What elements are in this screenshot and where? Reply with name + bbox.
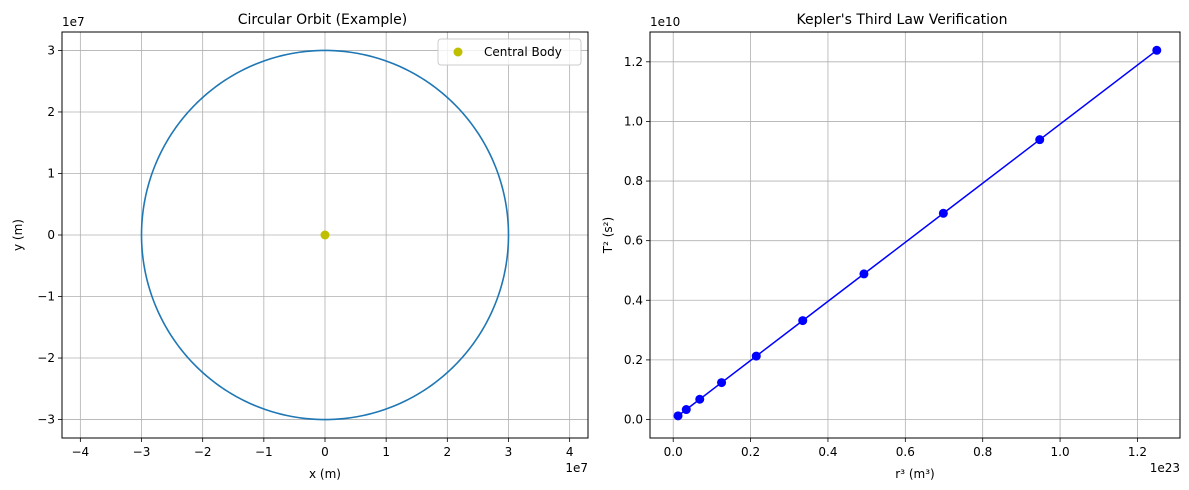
- orbit-legend-box: [437, 38, 582, 66]
- kepler-data-point: [751, 351, 761, 361]
- orbit-x-tick-label: 3: [505, 445, 513, 459]
- orbit-y-tick-label: −1: [37, 290, 55, 304]
- orbit-legend: Central Body: [437, 38, 582, 66]
- orbit-x-tick-label: −1: [255, 445, 273, 459]
- orbit-x-axis-label: x (m): [309, 467, 341, 481]
- kepler-chart-title: Kepler's Third Law Verification: [797, 12, 1008, 28]
- central-body-point: [320, 230, 330, 240]
- orbit-y-ticks: −3 −2 −1 0 1 2 3: [37, 43, 62, 427]
- kepler-x-tick-label: 0.2: [741, 445, 760, 459]
- kepler-data-point: [673, 411, 683, 421]
- orbit-legend-label: Central Body: [484, 45, 562, 59]
- kepler-grid: [650, 32, 1180, 438]
- kepler-data-point: [717, 378, 727, 388]
- kepler-x-ticks: 0.0 0.2 0.4 0.6 0.8 1.0 1.2: [664, 438, 1147, 459]
- orbit-x-offset-text: 1e7: [565, 461, 588, 475]
- kepler-data-point: [695, 394, 705, 404]
- orbit-y-tick-label: 2: [47, 105, 55, 119]
- orbit-x-tick-label: 4: [566, 445, 574, 459]
- orbit-x-tick-label: 2: [444, 445, 452, 459]
- kepler-chart: Kepler's Third Law Verification 0.0 0.2 0.…: [601, 12, 1181, 481]
- kepler-y-tick-label: 0.4: [624, 293, 643, 307]
- kepler-y-tick-label: 0.0: [624, 413, 643, 427]
- orbit-y-tick-label: 1: [47, 166, 55, 180]
- kepler-y-tick-label: 1.0: [624, 114, 643, 128]
- orbit-series: [140, 49, 510, 421]
- kepler-y-tick-label: 1.2: [624, 55, 643, 69]
- kepler-y-tick-label: 0.8: [624, 174, 643, 188]
- orbit-y-tick-label: −3: [37, 413, 55, 427]
- kepler-x-tick-label: 1.0: [1051, 445, 1070, 459]
- kepler-series: [673, 45, 1162, 421]
- kepler-data-point: [681, 405, 691, 415]
- orbit-y-axis-label: y (m): [11, 219, 25, 251]
- orbit-y-offset-text: 1e7: [62, 15, 85, 29]
- orbit-x-tick-label: 1: [382, 445, 390, 459]
- orbit-x-tick-label: −4: [71, 445, 89, 459]
- kepler-data-point: [859, 269, 869, 279]
- orbit-x-tick-label: −3: [133, 445, 151, 459]
- kepler-y-tick-label: 0.2: [624, 353, 643, 367]
- kepler-y-tick-label: 0.6: [624, 234, 643, 248]
- orbit-chart: Circular Orbit (Example) −4 −3 −2 −1 0 1 2 3 4 −…: [11, 12, 589, 481]
- orbit-path-line: [140, 49, 510, 421]
- kepler-x-tick-label: 0.6: [896, 445, 915, 459]
- orbit-y-tick-label: 0: [47, 228, 55, 242]
- kepler-y-offset-text: 1e10: [650, 15, 680, 29]
- kepler-series-line: [677, 49, 1158, 417]
- kepler-x-tick-label: 0.0: [664, 445, 683, 459]
- orbit-x-tick-label: 0: [321, 445, 329, 459]
- kepler-x-tick-label: 0.4: [818, 445, 837, 459]
- orbit-y-tick-label: −2: [37, 351, 55, 365]
- kepler-data-point: [1152, 45, 1162, 55]
- kepler-data-point: [938, 208, 948, 218]
- orbit-x-tick-label: −2: [194, 445, 212, 459]
- kepler-plot-frame: [649, 31, 1181, 439]
- kepler-x-tick-label: 1.2: [1128, 445, 1147, 459]
- orbit-legend-marker: [453, 47, 463, 57]
- orbit-y-tick-label: 3: [47, 43, 55, 57]
- kepler-x-axis-label: r³ (m³): [895, 467, 934, 481]
- orbit-chart-title: Circular Orbit (Example): [238, 12, 408, 28]
- kepler-data-point: [798, 316, 808, 326]
- kepler-x-offset-text: 1e23: [1150, 461, 1180, 475]
- kepler-y-ticks: 0.0 0.2 0.4 0.6 0.8 1.0 1.2: [624, 55, 650, 427]
- kepler-data-point: [1035, 135, 1045, 145]
- orbit-x-ticks: −4 −3 −2 −1 0 1 2 3 4: [71, 438, 573, 459]
- kepler-x-tick-label: 0.8: [973, 445, 992, 459]
- kepler-y-axis-label: T² (s²): [601, 217, 615, 254]
